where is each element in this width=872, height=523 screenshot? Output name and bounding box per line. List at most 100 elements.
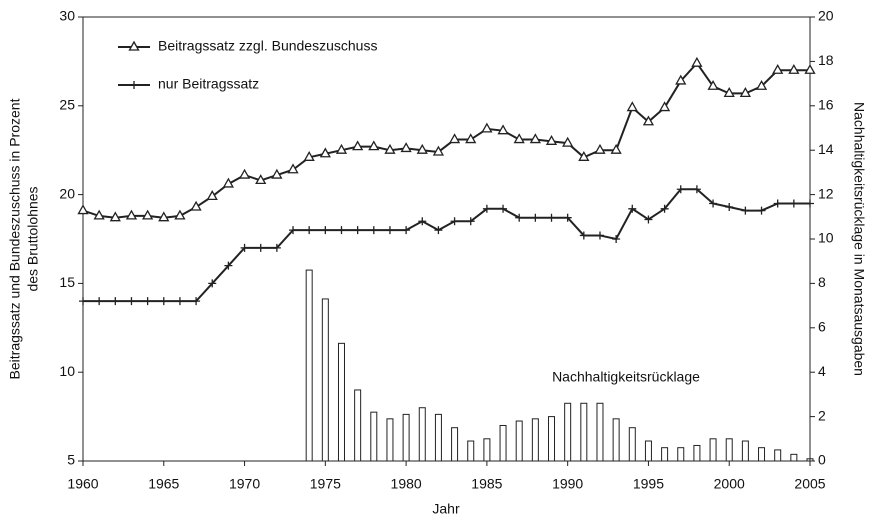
marker-plus <box>676 185 685 194</box>
y2-axis-label: Nachhaltigkeitsrücklage in Monatsausgabe… <box>851 102 867 376</box>
marker-plus <box>709 199 718 208</box>
y-tick-label: 30 <box>59 8 75 24</box>
marker-plus <box>418 217 427 226</box>
marker-plus <box>482 204 491 213</box>
marker-plus <box>95 297 104 306</box>
marker-plus <box>725 203 734 212</box>
y-axis-label: Beitragssatz und Bundeszuschuss in Proze… <box>7 98 23 379</box>
y2-tick-label: 2 <box>818 407 826 423</box>
marker-plus <box>579 231 588 240</box>
y2-tick-label: 8 <box>818 274 826 290</box>
marker-triangle <box>658 101 671 112</box>
legend-label: Beitragssatz zzgl. Bundeszuschuss <box>158 38 377 54</box>
bar <box>596 402 604 462</box>
marker-triangle <box>400 142 412 153</box>
marker-plus <box>192 297 201 306</box>
marker-plus <box>240 243 249 252</box>
y2-tick-label: 0 <box>818 452 826 468</box>
marker-triangle <box>287 163 299 174</box>
bar <box>386 418 394 462</box>
bar <box>580 402 588 462</box>
marker-triangle <box>562 136 574 147</box>
marker-plus <box>434 226 443 235</box>
marker-plus <box>385 226 394 235</box>
marker-plus <box>79 297 87 306</box>
bar <box>628 427 636 462</box>
marker-triangle <box>303 150 315 161</box>
y2-tick-label: 4 <box>818 363 826 379</box>
bar <box>564 402 572 462</box>
marker-plus <box>531 213 540 222</box>
y-tick-label: 25 <box>59 97 75 113</box>
x-tick-label: 1980 <box>391 476 422 492</box>
marker-triangle <box>804 63 816 74</box>
marker-plus <box>256 243 265 252</box>
y-axis-label: des Bruttolohnes <box>25 186 41 291</box>
series-line <box>82 61 810 219</box>
bar <box>661 447 669 462</box>
bar <box>337 342 345 462</box>
marker-triangle <box>691 56 703 67</box>
marker-plus <box>547 213 556 222</box>
marker-plus <box>224 261 233 270</box>
bar <box>548 416 556 462</box>
bar <box>483 438 491 462</box>
marker-triangle <box>142 209 154 220</box>
marker-triangle <box>739 87 751 98</box>
marker-plus <box>644 215 653 224</box>
marker-triangle <box>128 40 140 51</box>
x-tick-label: 1975 <box>310 476 341 492</box>
marker-triangle <box>335 143 348 154</box>
marker-plus <box>337 226 346 235</box>
marker-plus <box>143 297 152 306</box>
bar <box>612 418 620 462</box>
y2-tick-label: 6 <box>818 319 826 335</box>
legend-label: nur Beitragssatz <box>158 76 259 92</box>
y-tick-label: 20 <box>59 185 75 201</box>
marker-plus <box>111 297 120 306</box>
marker-triangle <box>642 115 655 126</box>
marker-triangle <box>255 174 267 185</box>
marker-triangle <box>723 87 735 98</box>
marker-plus <box>369 226 378 235</box>
marker-plus <box>272 243 281 252</box>
marker-plus <box>612 235 621 243</box>
marker-plus <box>450 217 459 226</box>
bar <box>515 420 523 462</box>
marker-triangle <box>109 211 121 222</box>
x-tick-label: 2000 <box>714 476 745 492</box>
bar <box>434 413 442 462</box>
x-tick-label: 1970 <box>229 476 260 492</box>
marker-triangle <box>432 145 445 156</box>
marker-triangle <box>675 74 687 85</box>
x-tick-label: 1990 <box>552 476 583 492</box>
marker-triangle <box>416 143 428 154</box>
marker-triangle <box>174 209 186 220</box>
y2-tick-label: 18 <box>818 52 834 68</box>
x-axis-label: Jahr <box>432 501 460 517</box>
bar <box>644 440 652 462</box>
bar <box>467 440 475 462</box>
marker-plus <box>127 297 136 306</box>
marker-triangle <box>755 79 768 90</box>
marker-triangle <box>384 143 396 154</box>
marker-triangle <box>465 133 477 144</box>
bar-annotation: Nachhaltigkeitsrücklage <box>552 369 700 385</box>
marker-triangle <box>788 63 800 74</box>
marker-triangle <box>222 177 235 188</box>
marker-plus <box>159 297 168 306</box>
marker-triangle <box>271 168 283 179</box>
series-line <box>83 188 810 303</box>
marker-triangle <box>158 211 170 222</box>
x-tick-label: 1985 <box>471 476 502 492</box>
marker-triangle <box>626 101 638 112</box>
marker-plus <box>130 81 138 89</box>
bar <box>354 389 362 462</box>
x-tick-label: 1995 <box>633 476 664 492</box>
bar <box>677 447 685 462</box>
bar <box>305 269 313 462</box>
marker-plus <box>515 213 524 222</box>
marker-plus <box>466 217 475 226</box>
bar <box>531 418 539 462</box>
marker-triangle <box>206 190 218 201</box>
